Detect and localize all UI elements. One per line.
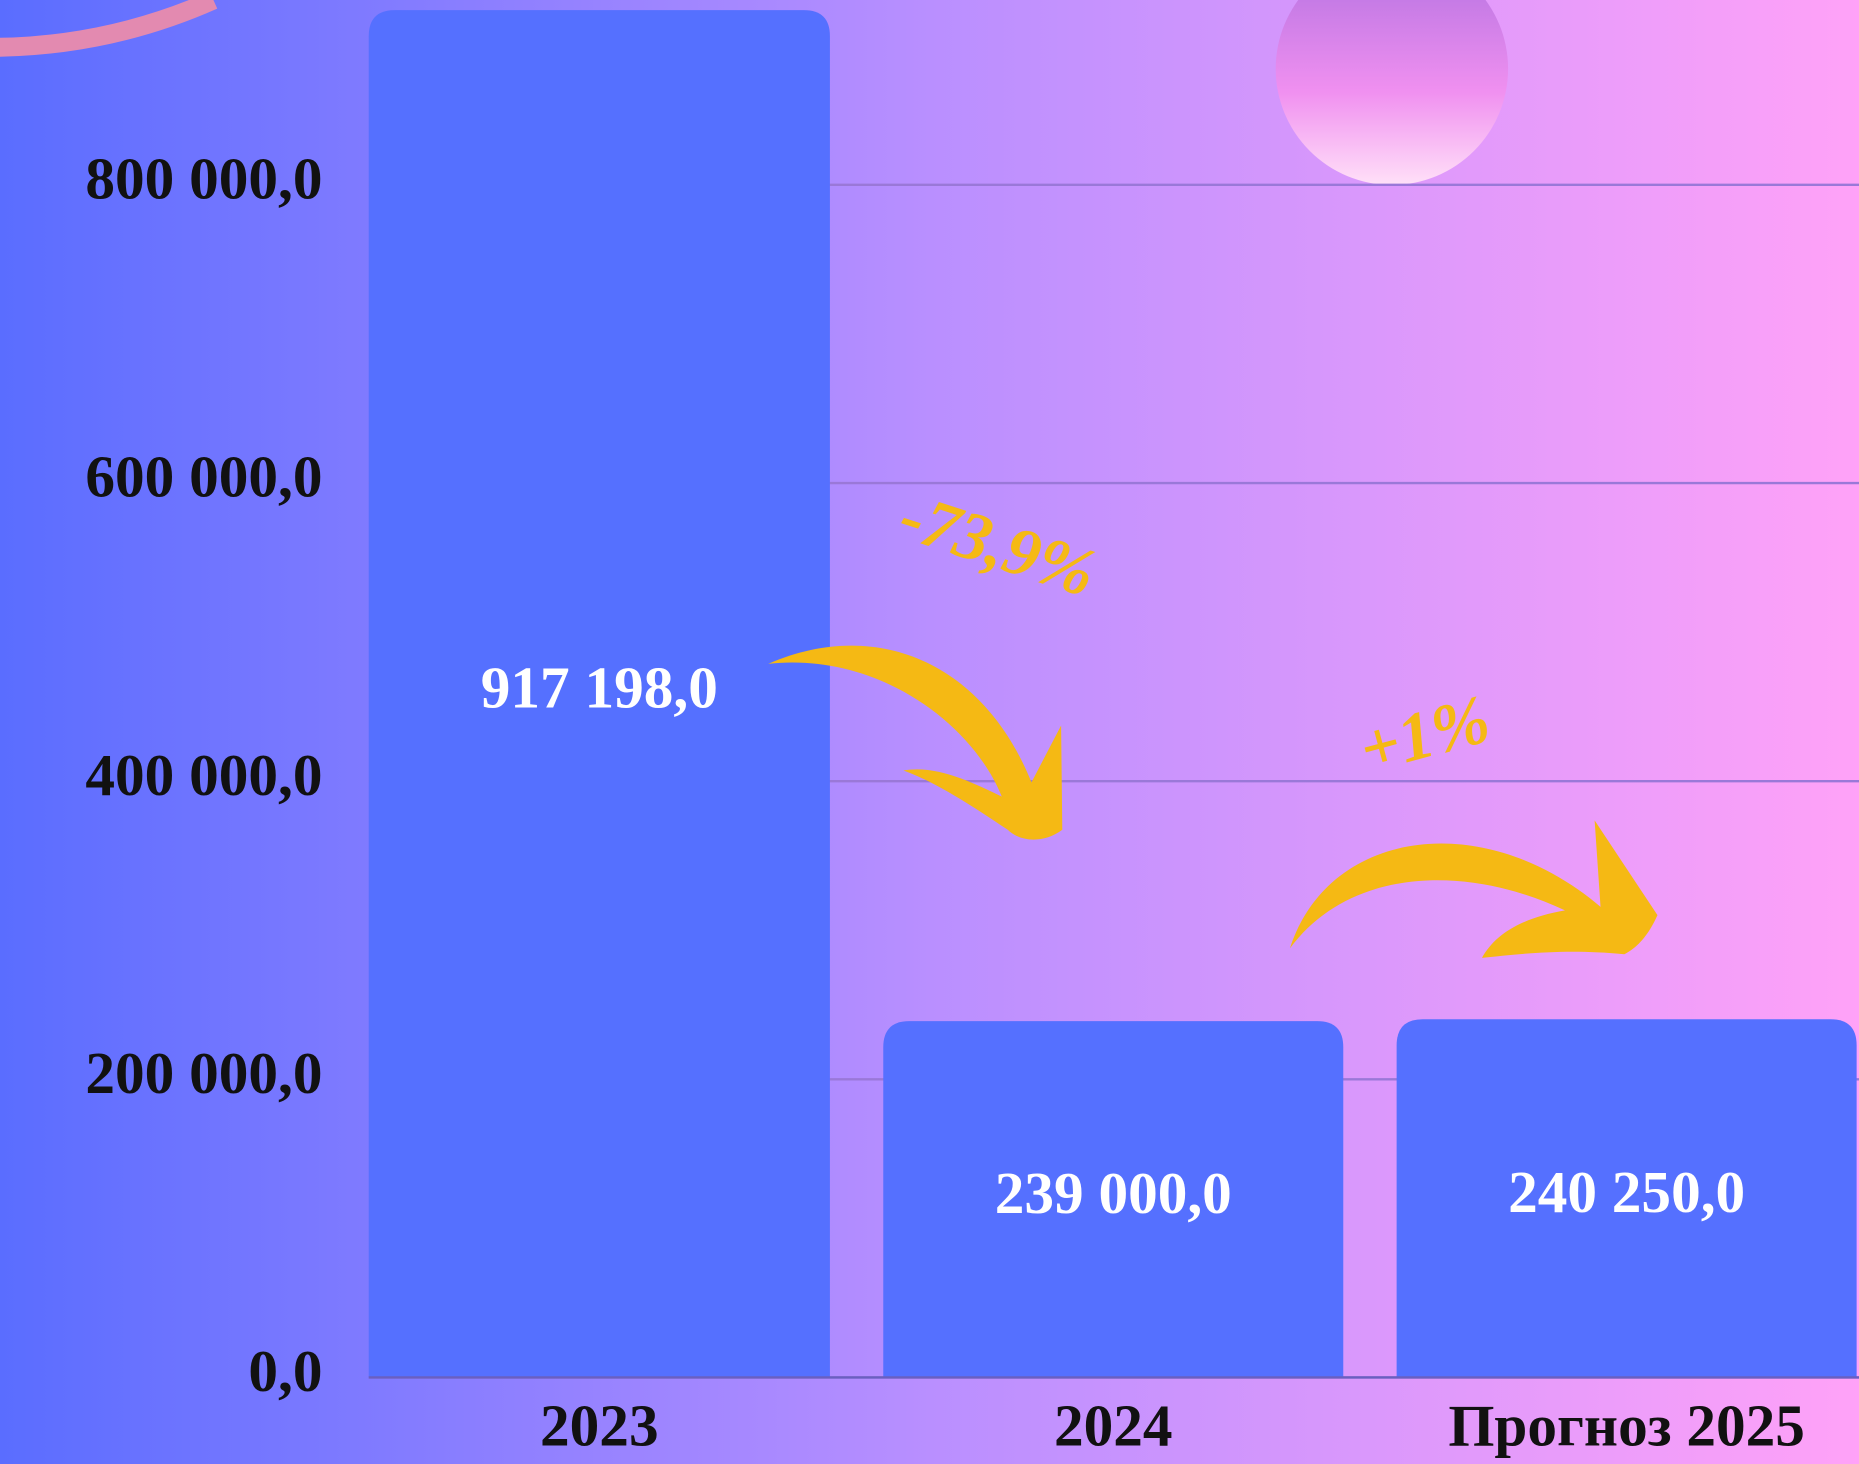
arrow-up (1289, 820, 1658, 958)
arrow-down (768, 645, 1063, 840)
y-tick-label: 800 000,0 (85, 145, 322, 211)
value-label: 239 000,0 (995, 1160, 1232, 1226)
bar (1396, 1019, 1857, 1378)
y-tick-label: 600 000,0 (85, 444, 322, 510)
x-tick-label: 2024 (1054, 1393, 1173, 1459)
y-tick-label: 200 000,0 (85, 1040, 322, 1106)
value-label: 917 198,0 (481, 654, 718, 720)
bars (368, 10, 1857, 1378)
x-tick-label: 2023 (540, 1393, 659, 1459)
y-tick-label: 0,0 (248, 1338, 322, 1404)
x-tick-label: Прогноз 2025 (1448, 1393, 1805, 1459)
bar (368, 10, 830, 1378)
y-tick-label: 400 000,0 (85, 742, 322, 808)
bar (883, 1021, 1344, 1378)
decor-ball (1275, 0, 1509, 185)
decor-arc (0, 0, 218, 57)
value-label: 240 250,0 (1508, 1159, 1745, 1225)
